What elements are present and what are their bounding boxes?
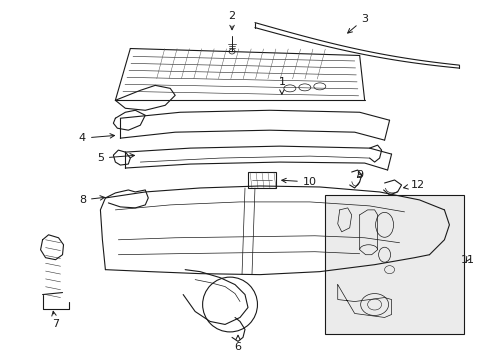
Text: 12: 12 [403,180,424,190]
Text: 4: 4 [79,133,114,143]
Text: 7: 7 [52,311,59,329]
Text: 3: 3 [347,14,367,33]
Text: 9: 9 [355,170,363,180]
FancyBboxPatch shape [324,195,464,334]
Text: 8: 8 [79,195,104,205]
Text: 11: 11 [459,255,473,265]
Text: 6: 6 [234,335,241,352]
Text: 10: 10 [281,177,316,187]
Text: 1: 1 [278,77,285,94]
Bar [247,172,275,188]
Text: 5: 5 [97,153,134,163]
Text: 2: 2 [228,11,235,30]
